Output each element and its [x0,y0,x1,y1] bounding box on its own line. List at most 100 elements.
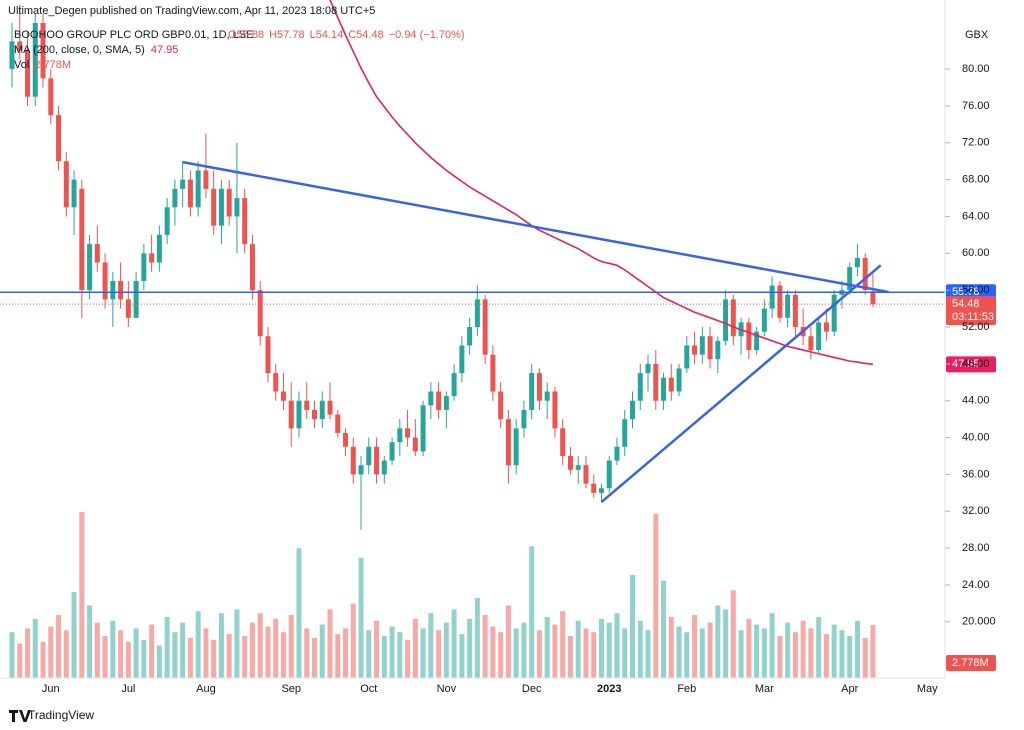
candle-body [79,188,85,291]
candle-body [451,373,457,397]
y-tick-label: 40.00 [962,431,990,443]
last-price-tag [946,296,996,326]
volume-tag [946,655,996,671]
volume-bar [428,613,434,678]
volume-bar [366,630,372,678]
candle-body [9,41,15,70]
volume-bar [598,618,604,678]
y-tick-label: 20.000 [962,616,996,628]
volume-bar [498,632,504,678]
candle-body [374,446,380,475]
volume-bar [234,609,240,678]
candle-body [17,41,23,51]
x-tick-label: Dec [522,683,542,695]
volume-bar [692,615,698,678]
candle-body [529,373,535,410]
x-tick-label: Oct [360,683,377,695]
volume-bar [265,626,271,678]
volume-bar [567,636,573,678]
candle-body [785,294,791,318]
volume-bar [451,609,457,678]
candle-body [808,336,814,351]
x-tick-label: Jul [121,683,135,695]
volume-bar [358,557,364,678]
trendline [600,264,882,504]
candle-body [164,207,170,235]
last-price-tag-text: 03:11:53 [952,311,994,323]
volume-bar [141,639,147,678]
candle-body [280,391,286,401]
y-tick-label: 80.00 [962,63,990,75]
volume-bar [350,603,356,678]
volume-bar [645,630,651,678]
volume-bar [71,592,77,678]
volume-bar [583,628,589,678]
candle-body [195,170,201,208]
volume-bar [187,637,193,678]
candle-body [180,179,186,189]
volume-bar [536,630,542,678]
volume-bar [854,620,860,678]
candle-body [48,78,54,116]
candle-body [273,373,279,392]
candle-body [234,198,240,217]
volume-bar [48,626,54,678]
volume-bar [319,624,325,678]
candle-body [575,465,581,470]
volume-bar [769,613,775,678]
volume-bar [746,618,752,678]
volume-bar [9,632,15,678]
x-tick-label: Jun [42,683,60,695]
y-tick-label: 64.00 [962,210,990,222]
y-tick-label: 56.00 [962,284,990,296]
volume-bar [637,620,643,678]
candle-body [699,336,705,355]
x-tick-label: May [917,683,938,695]
legend-ohlc: O55.88 [228,29,264,41]
volume-bar [622,628,628,678]
volume-bar [505,605,511,678]
volume-bar [707,622,713,678]
candle-body [102,262,108,300]
volume-bar [831,624,837,678]
candle-body [715,340,721,360]
volume-bar [723,609,729,678]
publisher: Ultimate_Degen published on TradingView.… [8,5,375,17]
y-tick-label: 76.00 [962,100,990,112]
volume-bar [738,630,744,678]
legend-ohlc: −0.94 (−1.70%) [389,29,465,41]
volume-bar [110,620,116,678]
volume-bar [343,628,349,678]
volume-bar [467,618,473,678]
x-tick-label: Apr [841,683,858,695]
candle-body [482,299,488,355]
volume-bar [17,643,23,678]
candle-body [381,460,387,475]
volume-bar [808,628,814,678]
y-tick-label: 52.00 [962,321,990,333]
candle-body [226,188,232,217]
volume-bar [684,632,690,678]
legend-ma-value: 47.95 [151,44,179,56]
candle-body [296,400,302,429]
candle-body [366,446,372,466]
volume-bar [870,624,876,678]
candle-body [498,391,504,420]
candle-body [583,465,589,484]
volume-bar [513,628,519,678]
candle-body [187,179,193,208]
volume-bar [296,548,302,678]
volume-bar [203,628,209,678]
candle-body [63,161,69,208]
candle-body [521,409,527,429]
candle-body [645,363,651,374]
candle-body [676,368,682,392]
candle-body [56,115,62,162]
volume-bar [397,632,403,678]
volume-bar [761,628,767,678]
volume-bar [133,628,139,678]
volume-bar [172,632,178,678]
candle-body [761,308,767,332]
candle-body [265,336,271,374]
